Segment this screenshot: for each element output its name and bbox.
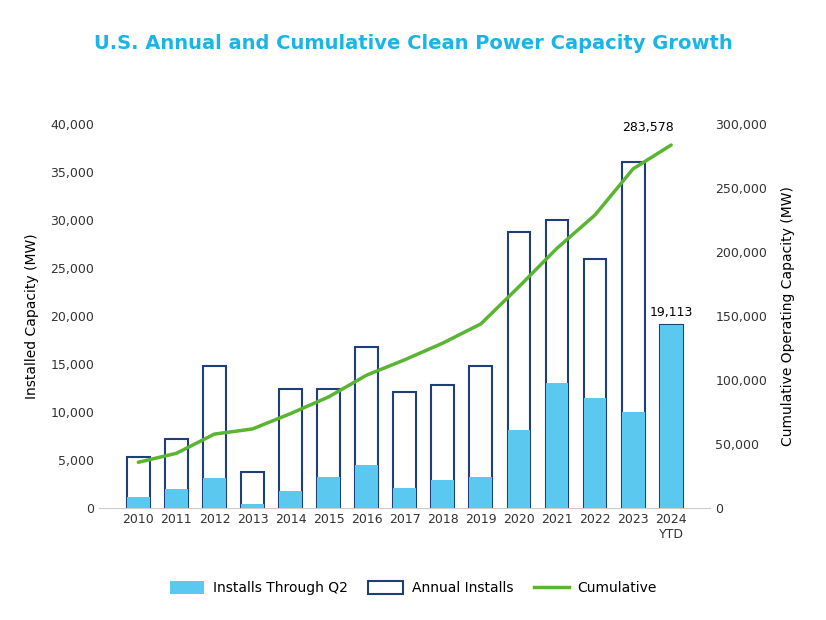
Bar	[127, 458, 150, 508]
Bar	[165, 439, 188, 508]
Bar	[203, 477, 225, 508]
Bar	[584, 259, 606, 508]
Bar	[469, 477, 492, 508]
Bar	[469, 366, 492, 508]
Bar	[203, 366, 225, 508]
Bar	[431, 480, 454, 508]
Text: 19,113: 19,113	[649, 306, 693, 319]
Bar	[355, 347, 378, 508]
Bar	[355, 465, 378, 508]
Bar	[431, 386, 454, 508]
Bar	[660, 325, 682, 508]
Bar	[317, 389, 340, 508]
Bar	[622, 412, 644, 508]
Bar	[165, 489, 188, 508]
Legend: Installs Through Q2, Annual Installs, Cumulative: Installs Through Q2, Annual Installs, Cu…	[164, 575, 662, 601]
Bar	[241, 503, 264, 508]
Bar	[545, 220, 568, 508]
Text: U.S. Annual and Cumulative Clean Power Capacity Growth: U.S. Annual and Cumulative Clean Power C…	[93, 34, 733, 53]
Y-axis label: Cumulative Operating Capacity (MW): Cumulative Operating Capacity (MW)	[781, 186, 795, 446]
Bar	[545, 383, 568, 508]
Bar	[241, 472, 264, 508]
Bar	[507, 232, 530, 508]
Bar	[584, 398, 606, 508]
Bar	[393, 392, 416, 508]
Bar	[279, 491, 302, 508]
Bar	[507, 430, 530, 508]
Bar	[622, 162, 644, 508]
Bar	[660, 325, 682, 508]
Y-axis label: Installed Capacity (MW): Installed Capacity (MW)	[26, 233, 40, 399]
Bar	[317, 477, 340, 508]
Text: 283,578: 283,578	[623, 121, 674, 134]
Bar	[393, 488, 416, 508]
Bar	[279, 389, 302, 508]
Bar	[127, 497, 150, 508]
